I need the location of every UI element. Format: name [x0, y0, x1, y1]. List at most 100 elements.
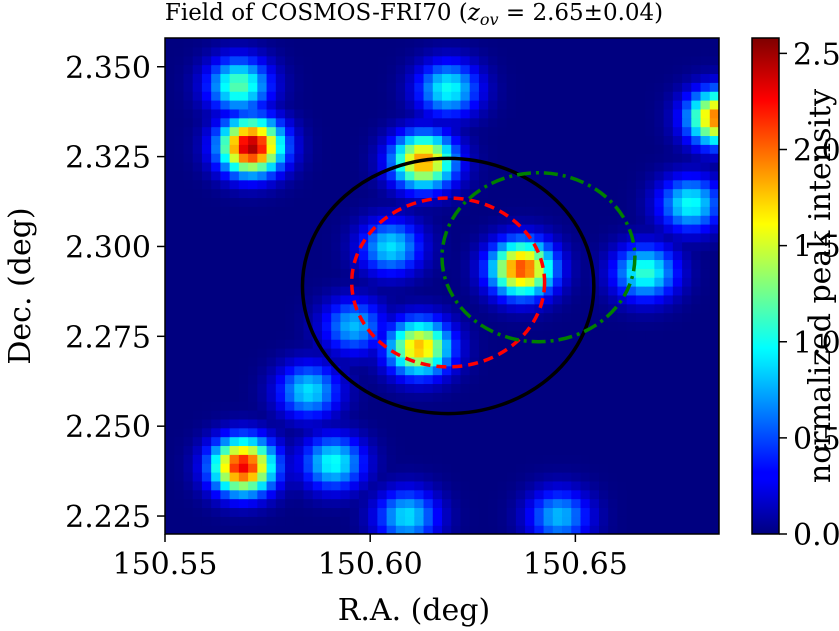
- heatmap-cell: [469, 436, 480, 447]
- heatmap-cell: [229, 463, 240, 473]
- heatmap-cell: [608, 206, 619, 216]
- heatmap-cell: [460, 224, 471, 234]
- heatmap-cell: [331, 153, 342, 163]
- heatmap-cell: [451, 436, 462, 447]
- heatmap-cell: [395, 330, 406, 340]
- heatmap-cell: [238, 38, 249, 48]
- heatmap-cell: [525, 135, 535, 145]
- heatmap-cell: [303, 365, 314, 376]
- heatmap-cell: [349, 330, 360, 340]
- heatmap-cell: [285, 348, 295, 358]
- heatmap-cell: [266, 38, 277, 48]
- heatmap-cell: [488, 91, 498, 101]
- heatmap-cell: [303, 73, 314, 83]
- heatmap-cell: [488, 294, 498, 305]
- heatmap-cell: [368, 259, 378, 269]
- heatmap-cell: [349, 64, 360, 75]
- heatmap-cell: [386, 401, 397, 411]
- heatmap-cell: [608, 436, 619, 447]
- heatmap-cell: [248, 454, 258, 464]
- heatmap-cell: [414, 206, 425, 216]
- heatmap-cell: [285, 82, 295, 92]
- heatmap-cell: [442, 348, 452, 358]
- heatmap-cell: [248, 516, 258, 526]
- heatmap-cell: [608, 312, 619, 323]
- heatmap-cell: [478, 427, 489, 438]
- heatmap-cell: [460, 516, 471, 526]
- heatmap-cell: [626, 117, 637, 128]
- heatmap-cell: [617, 392, 628, 402]
- heatmap-cell: [626, 277, 637, 287]
- heatmap-cell: [432, 206, 443, 216]
- heatmap-cell: [543, 286, 554, 296]
- heatmap-cell: [709, 232, 719, 243]
- heatmap-cell: [635, 126, 646, 137]
- heatmap-cell: [691, 507, 702, 517]
- heatmap-cell: [571, 215, 582, 225]
- heatmap-cell: [497, 46, 508, 57]
- heatmap-cell: [543, 463, 554, 473]
- heatmap-cell: [174, 206, 185, 216]
- heatmap-cell: [460, 418, 471, 429]
- heatmap-cell: [321, 489, 332, 500]
- heatmap-cell: [432, 232, 443, 243]
- heatmap-cell: [414, 339, 425, 349]
- heatmap-cell: [229, 348, 240, 358]
- heatmap-cell: [598, 516, 609, 526]
- heatmap-cell: [303, 117, 314, 128]
- heatmap-cell: [192, 215, 203, 225]
- heatmap-cell: [497, 259, 508, 269]
- heatmap-cell: [174, 294, 185, 305]
- heatmap-cell: [423, 250, 434, 261]
- heatmap-cell: [183, 356, 194, 367]
- heatmap-cell: [691, 392, 702, 402]
- heatmap-cell: [626, 286, 637, 296]
- heatmap-cell: [368, 286, 378, 296]
- heatmap-cell: [312, 55, 323, 66]
- heatmap-cell: [442, 365, 452, 376]
- heatmap-cell: [672, 91, 683, 101]
- heatmap-cell: [709, 64, 719, 75]
- heatmap-cell: [626, 427, 637, 438]
- heatmap-cell: [201, 348, 212, 358]
- heatmap-cell: [238, 153, 249, 163]
- heatmap-cell: [349, 463, 360, 473]
- heatmap-cell: [294, 427, 305, 438]
- heatmap-cell: [691, 436, 702, 447]
- heatmap-cell: [174, 55, 185, 66]
- heatmap-cell: [709, 117, 719, 128]
- heatmap-cell: [506, 91, 517, 101]
- heatmap-cell: [645, 126, 655, 137]
- heatmap-cell: [386, 321, 397, 331]
- heatmap-cell: [589, 410, 600, 420]
- heatmap-cell: [386, 330, 397, 340]
- heatmap-cell: [174, 321, 185, 331]
- heatmap-cell: [321, 232, 332, 243]
- heatmap-cell: [617, 197, 628, 207]
- heatmap-cell: [248, 330, 258, 340]
- heatmap-cell: [423, 188, 434, 199]
- heatmap-cell: [201, 463, 212, 473]
- heatmap-cell: [506, 215, 517, 225]
- heatmap-cell: [165, 303, 175, 314]
- heatmap-cell: [432, 179, 443, 190]
- heatmap-cell: [552, 321, 563, 331]
- heatmap-cell: [580, 55, 591, 66]
- heatmap-cell: [663, 463, 674, 473]
- heatmap-cell: [571, 38, 582, 48]
- heatmap-cell: [589, 162, 600, 172]
- heatmap-cell: [645, 91, 655, 101]
- heatmap-cell: [358, 277, 369, 287]
- heatmap-cell: [515, 179, 526, 190]
- heatmap-cell: [497, 365, 508, 376]
- heatmap-cell: [525, 188, 535, 199]
- heatmap-cell: [192, 286, 203, 296]
- heatmap-cell: [534, 463, 545, 473]
- heatmap-cell: [220, 321, 231, 331]
- heatmap-cell: [312, 294, 323, 305]
- heatmap-cell: [294, 179, 305, 190]
- heatmap-cell: [266, 498, 277, 509]
- heatmap-cell: [478, 463, 489, 473]
- heatmap-cell: [377, 82, 388, 92]
- heatmap-cell: [451, 339, 462, 349]
